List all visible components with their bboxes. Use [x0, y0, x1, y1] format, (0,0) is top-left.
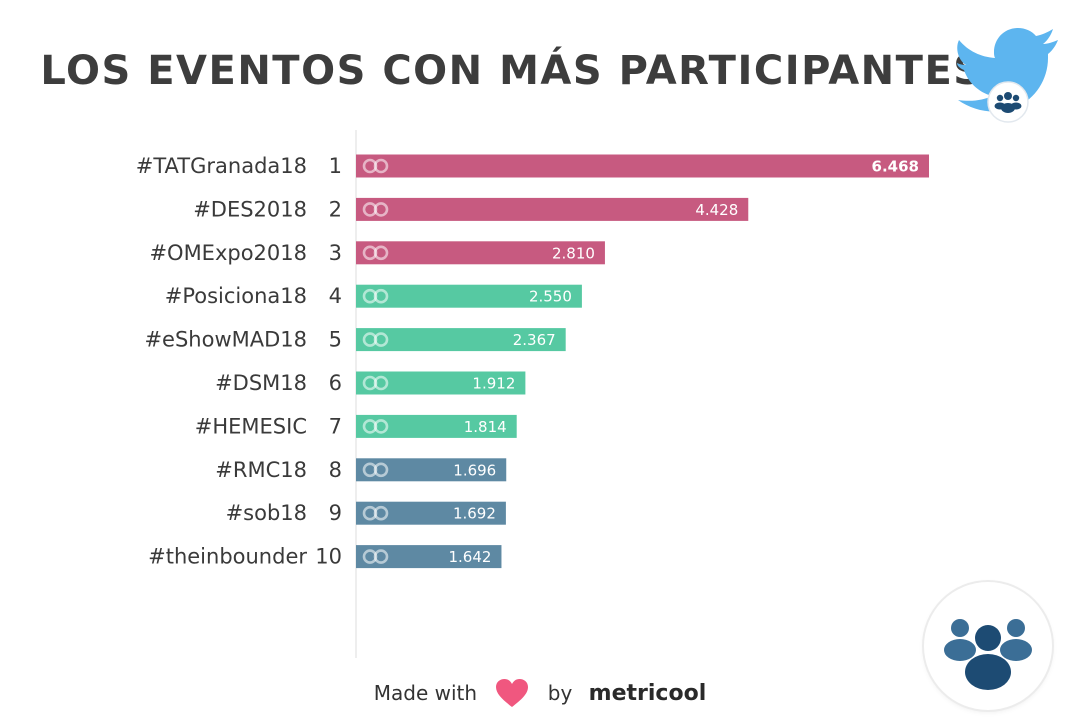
bar-value-label: 1.696	[453, 461, 496, 479]
category-label: #HEMESIC	[195, 414, 307, 438]
category-label: #DES2018	[193, 197, 307, 221]
bar-value-label: 2.367	[513, 331, 556, 349]
bar-value-label: 4.428	[695, 201, 738, 219]
bar-value-label: 2.810	[552, 244, 595, 262]
bar-value-label: 1.642	[449, 548, 492, 566]
rank-label: 10	[315, 545, 342, 569]
rank-label: 7	[329, 414, 342, 438]
infinity-link-icon	[373, 462, 389, 478]
category-label: #eShowMAD18	[144, 328, 307, 352]
rank-label: 9	[329, 501, 342, 525]
rank-label: 3	[329, 241, 342, 265]
bar	[356, 458, 507, 482]
rank-label: 4	[329, 284, 342, 308]
bar-value-label: 2.550	[529, 288, 572, 306]
community-icon	[944, 619, 1032, 690]
infinity-link-icon	[373, 245, 389, 261]
bar-value-label: 6.468	[872, 158, 919, 176]
twitter-bird-icon	[957, 28, 1058, 123]
footer: Made with by metricool	[0, 678, 1080, 708]
bar	[356, 284, 582, 308]
bar-value-label: 1.912	[472, 375, 515, 393]
rank-label: 6	[329, 371, 342, 395]
rank-label: 1	[329, 154, 342, 178]
bar	[356, 371, 526, 395]
category-label: #RMC18	[215, 458, 307, 482]
footer-made-with: Made with	[373, 681, 478, 705]
category-label: #TATGranada18	[136, 154, 307, 178]
category-label: #theinbounder	[148, 545, 307, 569]
category-label: #OMExpo2018	[149, 241, 307, 265]
bar	[356, 414, 517, 438]
infinity-link-icon	[373, 288, 389, 304]
infinity-link-icon	[373, 158, 389, 174]
infinity-link-icon	[373, 419, 389, 434]
infinity-link-icon	[373, 549, 389, 564]
infinity-link-icon	[373, 375, 389, 391]
bar	[356, 241, 605, 265]
bar	[356, 328, 566, 352]
bar-value-label: 1.692	[453, 505, 496, 523]
infinity-link-icon	[373, 202, 389, 217]
category-label: #DSM18	[215, 371, 307, 395]
rank-label: 2	[329, 197, 342, 221]
bar	[356, 501, 506, 525]
bar-value-label: 1.814	[464, 418, 507, 436]
infinity-link-icon	[373, 332, 389, 347]
community-badge	[924, 582, 1052, 710]
category-label: #Posiciona18	[165, 284, 307, 308]
metricool-logo: metricool	[588, 680, 707, 706]
bar	[356, 545, 502, 569]
bar	[356, 197, 749, 221]
chart-title: LOS EVENTOS CON MÁS PARTICIPANTES	[40, 48, 984, 94]
category-label: #sob18	[226, 501, 307, 525]
footer-by: by	[547, 681, 573, 705]
rank-label: 5	[329, 328, 342, 352]
bar	[356, 154, 929, 178]
infinity-link-icon	[373, 505, 389, 521]
heart-icon	[496, 679, 529, 707]
rank-label: 8	[329, 458, 342, 482]
